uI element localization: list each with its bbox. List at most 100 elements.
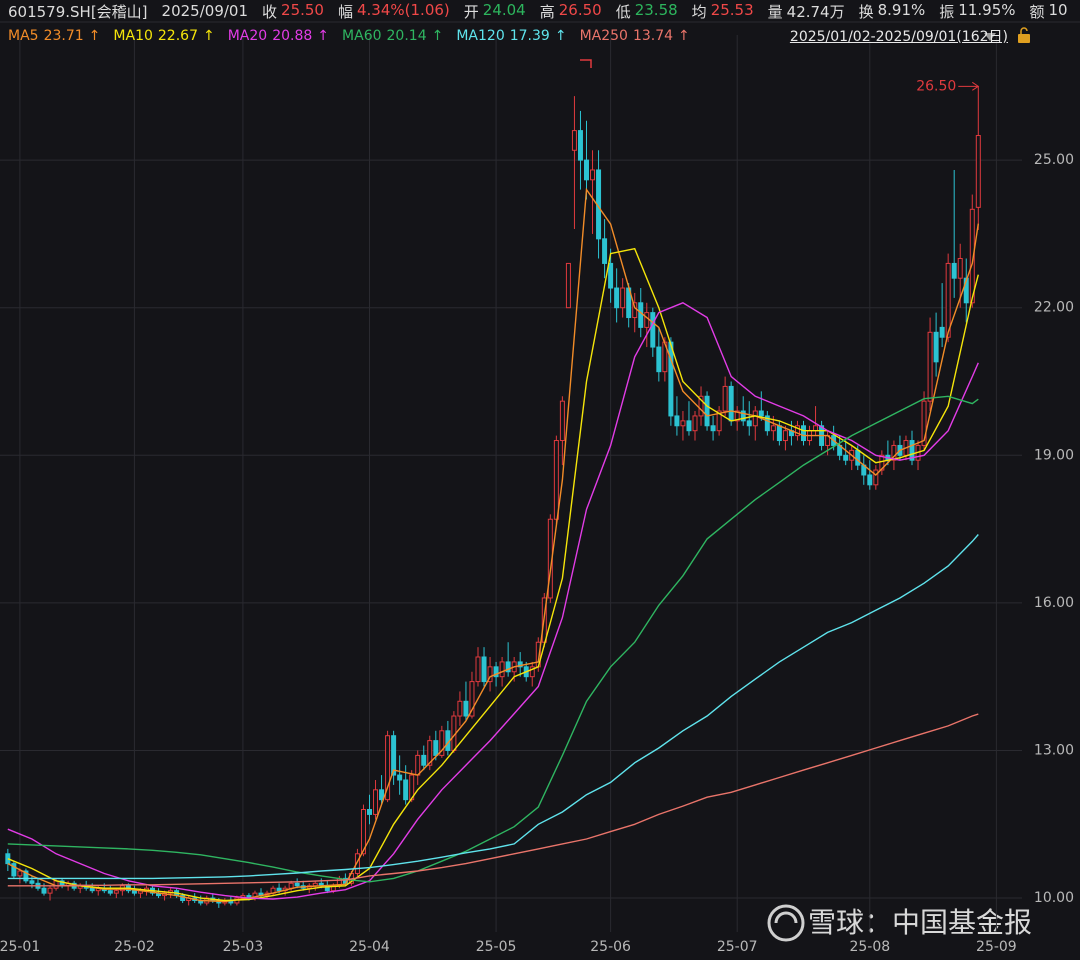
candle-body: [620, 287, 626, 309]
candle-body: [385, 735, 391, 801]
candle-body: [867, 474, 873, 486]
candle-body: [403, 779, 409, 801]
legend-name: MA5: [8, 28, 39, 44]
legend-value: 20.88: [272, 28, 313, 44]
grid: [0, 35, 1022, 932]
candle-body: [553, 440, 559, 520]
high-marker-arrow: [972, 81, 980, 91]
candle-body: [89, 887, 95, 892]
high-marker-label: 26.50: [916, 78, 956, 94]
candle-body: [481, 656, 487, 683]
date-range[interactable]: 2025/01/02-2025/09/01(162日): [789, 29, 1008, 45]
quote-value: 11.95%: [958, 0, 1016, 19]
quote-value: 25.50: [281, 0, 324, 19]
candle-body: [475, 656, 481, 683]
candle-body: [782, 430, 788, 442]
candle-body: [680, 420, 686, 427]
candle-body: [294, 882, 300, 887]
candle-body: [951, 262, 957, 279]
legend-name: MA250: [579, 28, 628, 44]
quote-item: 2025/09/01: [162, 2, 248, 20]
x-tick-label: 25-02: [114, 939, 155, 955]
candle-body: [41, 887, 47, 894]
legend-value: 17.39: [509, 28, 550, 44]
quote-item: 低 23.58: [616, 1, 678, 22]
legend-trend: ↑: [678, 28, 690, 44]
candle-body: [107, 890, 113, 894]
legend-item: MA250 13.74 ↑: [580, 28, 690, 44]
quote-item: 额 10: [1030, 1, 1068, 22]
x-tick-label: 25-08: [849, 939, 890, 955]
quote-value: 601579.SH[会稽山]: [8, 2, 148, 21]
candle-body: [734, 410, 740, 422]
x-tick-label: 25-04: [349, 939, 390, 955]
quote-label: 收: [262, 2, 278, 21]
candle-body: [29, 880, 35, 884]
candle-body: [638, 302, 644, 328]
candle-body: [113, 890, 119, 894]
candle-body: [650, 312, 656, 348]
ma-legend: MA5 23.71 ↑ MA10 22.67 ↑ MA20 20.88 ↑ MA60 20.14 ↑ M…: [8, 25, 1072, 47]
candle-body: [614, 287, 620, 309]
quote-value: 42.74万: [786, 2, 845, 21]
candle-body: [927, 331, 933, 402]
quote-item: 高 26.50: [540, 1, 602, 22]
legend-item: MA20 20.88 ↑: [228, 28, 329, 44]
candle-body: [517, 661, 523, 668]
ma-line: [7, 187, 979, 903]
quote-item: 量 42.74万: [768, 1, 845, 22]
dropdown-icon[interactable]: [984, 33, 996, 41]
candle-body: [909, 440, 915, 461]
candle-body: [728, 385, 734, 422]
candle-body: [873, 469, 879, 486]
ma-line: [7, 302, 979, 900]
candle-body: [602, 238, 608, 264]
candle-body: [945, 262, 951, 338]
legend-item: MA120 17.39 ↑: [456, 28, 566, 44]
candle-body: [975, 135, 981, 208]
quote-value: 24.04: [482, 0, 526, 19]
candle-body: [656, 346, 662, 373]
legend-trend: ↑: [88, 28, 101, 44]
candle-body: [716, 410, 722, 432]
quote-label: 幅: [337, 2, 353, 21]
candle-body: [23, 870, 29, 882]
candle-body: [457, 700, 463, 717]
quote-header: 601579.SH[会稽山] 2025/09/01 收 25.50 幅 4.34%(1.0…: [8, 0, 1072, 22]
peak-marker: [580, 59, 592, 68]
quote-value: 26.50: [558, 0, 602, 19]
candle-body: [704, 395, 710, 427]
candle-body: [969, 208, 975, 304]
x-tick-label: 25-03: [223, 939, 264, 955]
ma-line: [7, 534, 979, 880]
ma-line: [7, 247, 979, 902]
legend-trend: ↑: [202, 28, 215, 44]
candle-body: [608, 262, 614, 289]
lock-icon-shackle: [1020, 27, 1028, 34]
quote-label: 换: [858, 2, 874, 21]
candle-body: [668, 341, 674, 417]
candle-body: [439, 730, 445, 756]
candle-body: [577, 130, 583, 161]
quote-value: 25.53: [710, 0, 754, 19]
candle-body: [939, 326, 945, 338]
quote-item: 幅 4.34%(1.06): [338, 1, 450, 22]
candle-body: [674, 415, 680, 427]
quote-label: 低: [615, 2, 631, 21]
candle-body: [644, 312, 650, 328]
quote-value: 10: [1048, 0, 1068, 19]
candle-body: [330, 885, 336, 892]
quote-item: 振 11.95%: [939, 1, 1015, 22]
y-tick-label: 10.00: [1034, 890, 1074, 906]
quote-item: 换 8.91%: [859, 1, 926, 22]
y-tick-label: 19.00: [1034, 447, 1074, 463]
x-tick-label: 25-05: [476, 939, 517, 955]
legend-item: MA5 23.71 ↑: [8, 28, 100, 44]
watermark-logo-arc: [774, 911, 798, 924]
lock-icon[interactable]: [1018, 34, 1030, 43]
candle-body: [565, 262, 571, 309]
legend-trend: ↑: [431, 28, 444, 44]
candle-body: [131, 890, 137, 894]
